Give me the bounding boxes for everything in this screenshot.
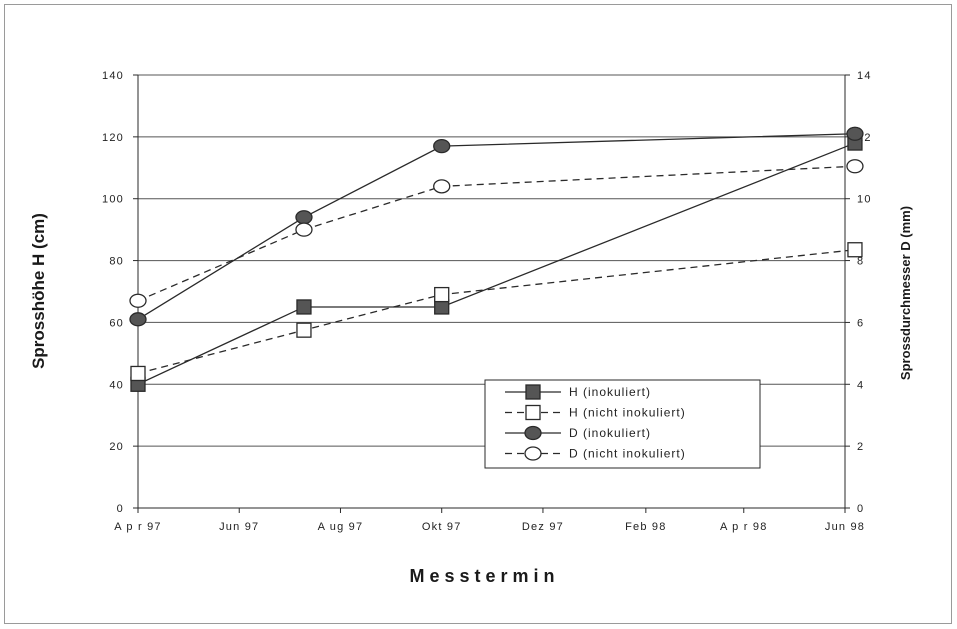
data-point-h-nicht-inokuliert xyxy=(296,322,312,338)
x-tick-label: A p r 97 xyxy=(114,521,162,533)
y-axis-left-title: Sprosshöhe H (cm) xyxy=(29,213,48,369)
legend: H (inokuliert) H (nicht inokuliert) D (ino… xyxy=(484,379,761,469)
series-group xyxy=(129,126,864,392)
data-point-d-nicht-inokuliert xyxy=(433,179,451,194)
y-left-tick-label: 80 xyxy=(109,256,124,268)
legend-label-h-inokuliert: H (inokuliert) xyxy=(569,385,651,399)
y-right-tick-label: 10 xyxy=(857,194,872,206)
data-point-d-inokuliert xyxy=(295,210,313,225)
legend-label-h-nicht-inokuliert: H (nicht inokuliert) xyxy=(569,406,686,420)
y-left-tick-label: 140 xyxy=(102,70,124,82)
x-tick-label: Feb 98 xyxy=(625,521,666,533)
x-tick-label: Jun 98 xyxy=(825,521,865,533)
x-tick-label: Dez 97 xyxy=(522,521,564,533)
y-left-tick-label: 20 xyxy=(109,441,124,453)
y-left-tick-label: 100 xyxy=(102,194,124,206)
data-point-d-nicht-inokuliert xyxy=(129,293,147,308)
data-point-h-nicht-inokuliert xyxy=(434,286,450,303)
legend-swatch-marker-d-nicht-inokuliert xyxy=(524,446,542,461)
legend-swatch-marker-d-inokuliert xyxy=(524,425,542,441)
data-point-h-inokuliert xyxy=(296,299,312,315)
legend-swatch-marker-h-nicht-inokuliert xyxy=(525,404,541,421)
y-right-tick-label: 4 xyxy=(857,379,864,391)
data-point-h-nicht-inokuliert xyxy=(130,365,146,382)
legend-label-d-nicht-inokuliert: D (nicht inokuliert) xyxy=(569,447,686,461)
series-line-h-nicht-inokuliert xyxy=(137,249,856,375)
y-left-tick-label: 40 xyxy=(109,379,124,391)
legend-label-d-inokuliert: D (inokuliert) xyxy=(569,426,651,440)
y-right-tick-label: 8 xyxy=(857,256,864,268)
series-line-d-nicht-inokuliert xyxy=(137,165,855,302)
y-left-tick-label: 0 xyxy=(117,503,124,515)
y-right-tick-label: 14 xyxy=(857,70,872,82)
data-point-d-nicht-inokuliert xyxy=(846,159,864,174)
y-left-tick-label: 120 xyxy=(102,132,124,144)
y-right-tick-label: 2 xyxy=(857,441,864,453)
x-axis-title: M e s s t e r m i n xyxy=(409,566,554,586)
y-right-tick-label: 6 xyxy=(857,317,864,329)
x-tick-label: A p r 98 xyxy=(720,521,768,533)
data-point-d-inokuliert xyxy=(129,312,147,327)
x-axis-ticks: A p r 97 Jun 97 A ug 97 Okt 97 Dez 97 Feb 98 A… xyxy=(114,521,865,533)
legend-swatch-marker-h-inokuliert xyxy=(525,384,541,400)
data-point-d-inokuliert xyxy=(846,126,864,141)
data-point-d-inokuliert xyxy=(433,138,451,154)
y-right-tick-label: 0 xyxy=(857,503,864,515)
data-point-h-nicht-inokuliert xyxy=(847,242,863,258)
chart-frame xyxy=(4,4,952,624)
x-tick-label: A ug 97 xyxy=(318,521,364,533)
y-axis-right-title: Sprossdurchmesser D (mm) xyxy=(898,206,913,380)
x-tick-label: Okt 97 xyxy=(422,521,462,533)
y-left-tick-label: 60 xyxy=(109,317,124,329)
x-tick-label: Jun 97 xyxy=(219,521,259,533)
y-axis-left-ticks: 0 20 40 60 80 100 120 140 xyxy=(102,70,124,515)
series-line-h-inokuliert xyxy=(137,142,856,385)
series-line-d-inokuliert xyxy=(137,133,855,320)
data-point-d-nicht-inokuliert xyxy=(295,222,313,237)
